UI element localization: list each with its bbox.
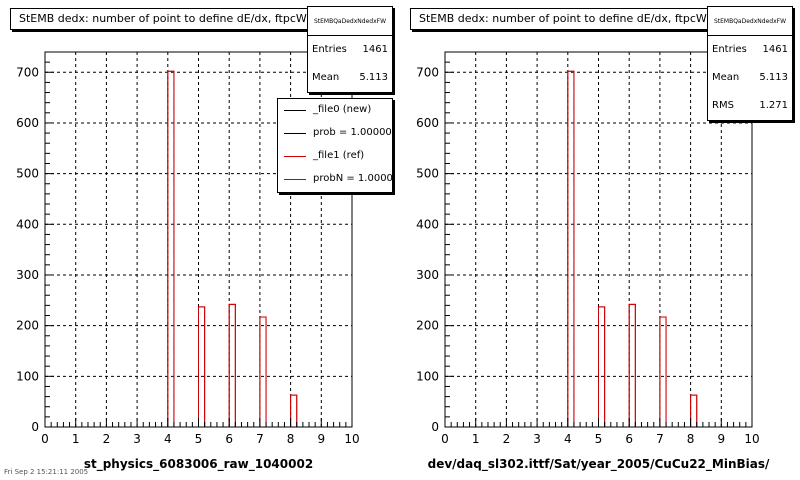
stats-label: RMS <box>712 100 734 111</box>
legend-swatch <box>284 156 306 157</box>
right-x-tick-label: 2 <box>503 432 511 446</box>
legend-swatch <box>284 110 306 111</box>
legend-label: probN = 1.000000 <box>313 173 393 184</box>
right-y-tick-label: 600 <box>416 116 439 130</box>
left-y-tick-label: 100 <box>16 369 39 383</box>
legend-entry: _file1 (ref) <box>278 145 392 168</box>
legend-label: _file0 (new) <box>313 104 372 115</box>
right-y-tick-label: 500 <box>416 167 439 181</box>
legend-label: prob = 1.000000 <box>313 127 393 138</box>
right-stats-name: StEMBQaDedxNdedxFW <box>708 7 792 36</box>
left-y-tick-label: 600 <box>16 116 39 130</box>
left-x-tick-label: 7 <box>256 432 264 446</box>
right-x-axis-label: dev/daq_sl302.ittf/Sat/year_2005/CuCu22_… <box>428 457 770 472</box>
left-y-tick-label: 400 <box>16 217 39 231</box>
left-x-tick-label: 10 <box>344 432 359 446</box>
right-plot: 0 1 2 3 4 5 6 7 8 9 100100200300400500600700dev/da… <box>416 51 770 472</box>
right-y-tick-label: 700 <box>416 65 439 79</box>
right-stats-box: StEMBQaDedxNdedxFW Entries 1461 Mean 5.1… <box>707 6 793 121</box>
right-x-tick-label: 7 <box>656 432 664 446</box>
right-x-tick-label: 8 <box>687 432 695 446</box>
left-x-tick-label: 4 <box>164 432 172 446</box>
left-x-tick-label: 5 <box>195 432 203 446</box>
right-x-tick-label: 10 <box>744 432 759 446</box>
right-stats-row-mean: Mean 5.113 <box>708 64 792 92</box>
left-pad: 0 1 2 3 4 5 6 7 8 9 10 0 100 200 300 400 500 600 700 st_phy… <box>10 6 393 472</box>
stats-label: Entries <box>312 44 347 55</box>
right-x-tick-label: 1 <box>472 432 480 446</box>
left-y-tick-label: 200 <box>16 319 39 333</box>
left-y-tick-label: 0 <box>31 420 39 434</box>
stats-label: Mean <box>712 72 740 83</box>
stats-value: 5.113 <box>359 72 388 83</box>
left-x-tick-label: 6 <box>225 432 233 446</box>
left-axes: 0 1 2 3 4 5 6 7 8 9 100100200300400500600700st_phy… <box>16 51 360 472</box>
stats-label: Entries <box>712 44 747 55</box>
left-stats-row-entries: Entries 1461 <box>308 36 392 64</box>
right-chart-title: StEMB dedx: number of point to define dE… <box>410 8 716 30</box>
left-x-tick-label: 9 <box>317 432 325 446</box>
right-stats-row-entries: Entries 1461 <box>708 36 792 64</box>
left-stats-name: StEMBQaDedxNdedxFW <box>308 7 392 36</box>
right-x-tick-label: 3 <box>533 432 541 446</box>
left-x-tick-label: 3 <box>133 432 141 446</box>
right-stats-row-rms: RMS 1.271 <box>708 92 792 120</box>
right-x-tick-label: 5 <box>595 432 603 446</box>
left-stats-row-mean: Mean 5.113 <box>308 64 392 92</box>
legend-entry: probN = 1.000000 <box>278 168 392 191</box>
legend-swatch <box>284 133 306 134</box>
left-y-tick-label: 500 <box>16 167 39 181</box>
right-axes: 0 1 2 3 4 5 6 7 8 9 100100200300400500600700dev/da… <box>416 51 770 472</box>
legend-entry: prob = 1.000000 <box>278 122 392 145</box>
left-y-tick-label: 300 <box>16 268 39 282</box>
left-y-tick-label: 700 <box>16 65 39 79</box>
footer-timestamp: Fri Sep 2 15:21:11 2005 <box>4 468 89 476</box>
right-y-tick-label: 300 <box>416 268 439 282</box>
left-x-tick-label: 8 <box>287 432 295 446</box>
stats-value: 1461 <box>762 44 788 55</box>
left-legend: _file0 (new) prob = 1.000000 _file1 (ref… <box>277 98 393 193</box>
legend-entry: _file0 (new) <box>278 99 392 122</box>
right-y-tick-label: 100 <box>416 369 439 383</box>
left-x-tick-label: 0 <box>41 432 49 446</box>
right-y-tick-label: 200 <box>416 319 439 333</box>
stats-value: 5.113 <box>759 72 788 83</box>
right-y-tick-label: 0 <box>431 420 439 434</box>
right-x-tick-label: 9 <box>717 432 725 446</box>
stats-label: Mean <box>312 72 340 83</box>
right-x-tick-label: 4 <box>564 432 572 446</box>
left-chart-title: StEMB dedx: number of point to define dE… <box>10 8 316 30</box>
right-y-tick-label: 400 <box>416 217 439 231</box>
legend-swatch <box>284 179 306 180</box>
legend-label: _file1 (ref) <box>313 150 365 161</box>
right-pad: 0 1 2 3 4 5 6 7 8 9 10 0 100 200 300 400 500 600 700 dev/da… <box>400 0 800 480</box>
left-x-tick-label: 1 <box>72 432 80 446</box>
right-x-tick-label: 0 <box>441 432 449 446</box>
right-x-tick-label: 6 <box>625 432 633 446</box>
left-x-tick-label: 2 <box>103 432 111 446</box>
stats-value: 1.271 <box>759 100 788 111</box>
left-stats-box: StEMBQaDedxNdedxFW Entries 1461 Mean 5.1… <box>307 6 393 93</box>
stats-value: 1461 <box>362 44 388 55</box>
left-x-axis-label: st_physics_6083006_raw_1040002 <box>84 457 313 472</box>
